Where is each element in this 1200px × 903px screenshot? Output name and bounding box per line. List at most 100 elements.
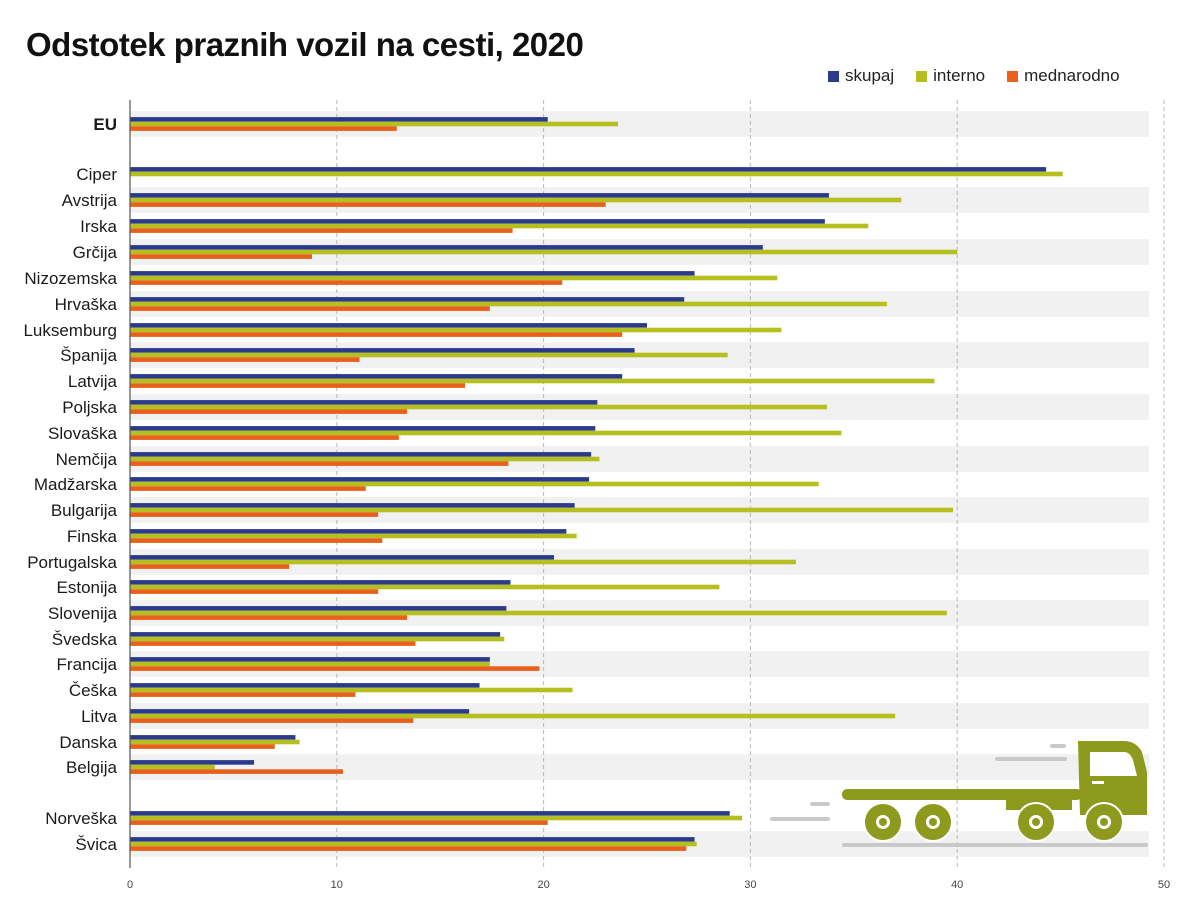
category-label-irska: Irska — [80, 217, 117, 236]
chart-title: Odstotek praznih vozil na cesti, 2020 — [26, 26, 584, 63]
bar-mednarodno-svedska — [130, 641, 416, 646]
category-label-spanija: Španija — [60, 346, 117, 365]
bar-skupaj-grcija — [130, 245, 763, 250]
bar-skupaj-slovaska — [130, 426, 596, 431]
category-label-portugalska: Portugalska — [27, 553, 117, 572]
legend: skupaj interno mednarodno — [828, 66, 1120, 86]
category-label-hrvaska: Hrvaška — [55, 295, 118, 314]
bar-mednarodno-nemcija — [130, 461, 509, 466]
bar-mednarodno-grcija — [130, 254, 312, 259]
bar-interno-eu — [130, 121, 619, 127]
bar-skupaj-svedska — [130, 632, 501, 637]
bar-skupaj-ceska — [130, 683, 480, 688]
category-label-nizozemska: Nizozemska — [24, 269, 117, 288]
bar-skupaj-norveska — [130, 811, 730, 816]
bar-skupaj-madzarska — [130, 477, 590, 482]
bar-interno-ciper — [130, 171, 1063, 177]
bar-interno-spanija — [130, 352, 728, 358]
legend-item-skupaj: skupaj — [828, 66, 894, 86]
category-label-ceska: Češka — [69, 681, 118, 700]
bar-interno-svedska — [130, 636, 505, 642]
bar-interno-portugalska — [130, 559, 796, 565]
bar-skupaj-litva — [130, 709, 470, 714]
bar-interno-luksemburg — [130, 327, 782, 333]
category-label-belgija: Belgija — [66, 758, 118, 777]
bar-interno-slovenija — [130, 610, 947, 616]
bar-interno-avstrija — [130, 197, 902, 203]
bar-mednarodno-estonija — [130, 589, 379, 594]
bar-interno-ceska — [130, 687, 573, 693]
x-tick-label: 40 — [951, 879, 963, 891]
bar-mednarodno-francija — [130, 666, 540, 671]
bar-mednarodno-bulgarija — [130, 512, 379, 517]
bar-skupaj-irska — [130, 219, 825, 224]
category-labels: EU Ciper Avstrija Irska Grčija Nizozemska Hrva… — [23, 115, 117, 854]
legend-label-mednarodno: mednarodno — [1024, 66, 1120, 85]
bar-mednarodno-danska — [130, 744, 275, 749]
category-label-slovaska: Slovaška — [48, 424, 118, 443]
bar-mednarodno-finska — [130, 538, 383, 543]
bar-mednarodno-poljska — [130, 409, 408, 414]
bar-mednarodno-nizozemska — [130, 280, 563, 285]
bar-interno-svica — [130, 841, 697, 847]
category-label-ciper: Ciper — [76, 165, 117, 184]
bar-skupaj-nizozemska — [130, 271, 695, 276]
truck-illustration — [770, 741, 1148, 847]
category-label-grcija: Grčija — [73, 243, 118, 262]
bar-skupaj-finska — [130, 529, 567, 534]
bar-mednarodno-irska — [130, 228, 513, 233]
category-label-nemcija: Nemčija — [56, 450, 118, 469]
bar-skupaj-latvija — [130, 374, 623, 379]
bar-mednarodno-eu — [130, 126, 397, 131]
speed-lines — [770, 744, 1148, 847]
x-tick-label: 50 — [1158, 879, 1170, 891]
bar-skupaj-poljska — [130, 400, 598, 405]
bar-skupaj-portugalska — [130, 555, 554, 560]
bar-skupaj-ciper — [130, 167, 1047, 172]
bar-skupaj-avstrija — [130, 193, 829, 198]
category-label-madzarska: Madžarska — [34, 475, 118, 494]
bar-mednarodno-latvija — [130, 383, 466, 388]
bar-interno-poljska — [130, 404, 827, 410]
bar-mednarodno-hrvaska — [130, 306, 490, 311]
bar-skupaj-luksemburg — [130, 323, 647, 328]
legend-swatch-skupaj — [828, 70, 839, 82]
bar-mednarodno-avstrija — [130, 202, 606, 207]
bar-skupaj-eu — [130, 117, 548, 122]
category-label-estonija: Estonija — [57, 578, 118, 597]
bar-mednarodno-norveska — [130, 820, 548, 825]
category-label-svedska: Švedska — [52, 630, 118, 649]
legend-label-skupaj: skupaj — [845, 66, 895, 85]
bar-skupaj-slovenija — [130, 606, 507, 611]
bar-interno-francija — [130, 661, 490, 667]
bar-mednarodno-slovaska — [130, 435, 399, 440]
bar-interno-belgija — [130, 764, 215, 770]
row-background — [130, 754, 1149, 780]
legend-swatch-interno — [916, 70, 928, 82]
category-label-bulgarija: Bulgarija — [51, 501, 118, 520]
bar-mednarodno-portugalska — [130, 564, 290, 569]
category-label-svica: Švica — [75, 835, 117, 854]
x-tick-label: 20 — [537, 879, 549, 891]
bar-skupaj-svica — [130, 837, 695, 842]
bar-skupaj-bulgarija — [130, 503, 575, 508]
category-label-luksemburg: Luksemburg — [23, 321, 117, 340]
bar-interno-irska — [130, 223, 869, 229]
bar-skupaj-hrvaska — [130, 297, 685, 302]
bar-interno-nizozemska — [130, 275, 778, 281]
bar-interno-finska — [130, 533, 577, 539]
bar-interno-hrvaska — [130, 301, 887, 307]
bar-interno-bulgarija — [130, 507, 954, 513]
x-tick-label: 30 — [744, 879, 756, 891]
bar-mednarodno-luksemburg — [130, 332, 623, 337]
legend-item-interno: interno — [916, 66, 985, 86]
bar-interno-madzarska — [130, 481, 819, 487]
bar-mednarodno-belgija — [130, 769, 344, 774]
bar-skupaj-francija — [130, 657, 490, 662]
bar-mednarodno-svica — [130, 846, 687, 851]
bar-skupaj-danska — [130, 735, 296, 740]
bar-skupaj-estonija — [130, 580, 511, 585]
bar-interno-litva — [130, 713, 896, 719]
x-tick-label: 0 — [127, 879, 133, 891]
legend-item-mednarodno: mednarodno — [1007, 66, 1120, 86]
